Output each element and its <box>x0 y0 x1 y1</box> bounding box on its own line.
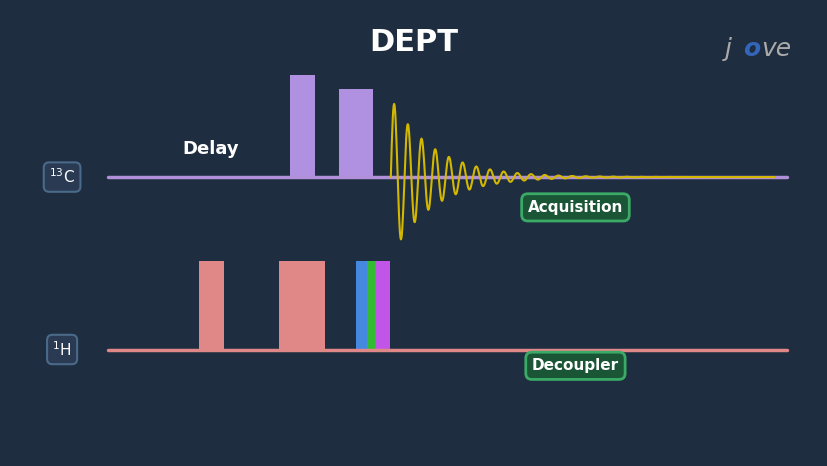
Text: $^{13}$C: $^{13}$C <box>49 168 75 186</box>
Bar <box>198 261 223 350</box>
Text: DEPT: DEPT <box>369 28 458 57</box>
Text: Decoupler: Decoupler <box>531 358 619 373</box>
Bar <box>356 261 366 350</box>
Text: Acquisition: Acquisition <box>527 200 623 215</box>
Text: Delay: Delay <box>183 140 239 158</box>
Bar <box>375 261 390 350</box>
Bar <box>289 75 314 177</box>
Text: ve: ve <box>760 37 790 62</box>
Bar <box>338 89 373 177</box>
Bar <box>279 261 324 350</box>
Text: j: j <box>724 37 730 62</box>
Text: $^{1}$H: $^{1}$H <box>52 340 72 359</box>
Text: o: o <box>742 37 759 62</box>
Bar <box>366 261 375 350</box>
